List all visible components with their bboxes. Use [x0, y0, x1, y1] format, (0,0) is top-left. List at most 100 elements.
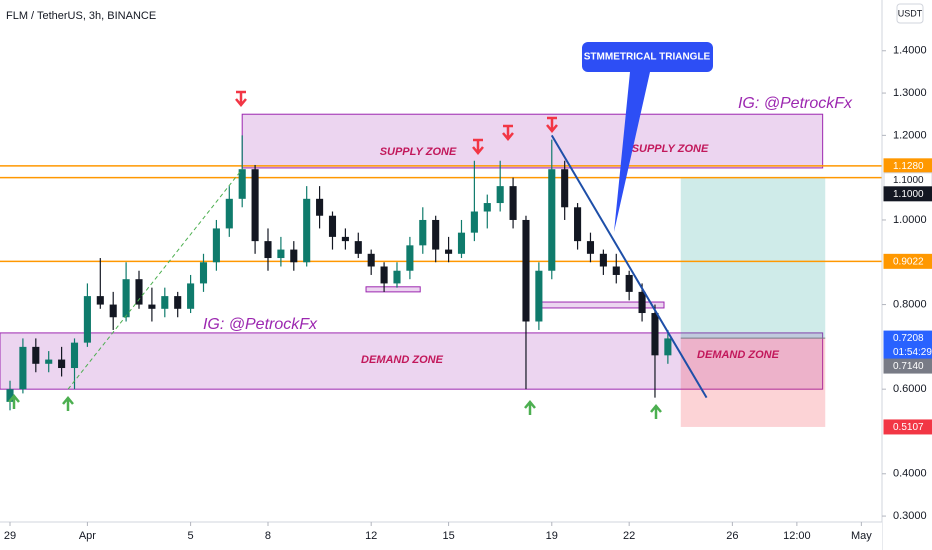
- candle-body: [135, 279, 143, 305]
- candle-body: [199, 262, 208, 284]
- y-tick-label: 0.8000: [893, 298, 927, 310]
- candle-body: [303, 198, 311, 263]
- time-axis-panel: [0, 522, 882, 550]
- y-tick-label: 0.4000: [893, 468, 927, 480]
- candle-body: [651, 313, 659, 356]
- candle-body: [586, 241, 595, 254]
- price-label: 1.1000: [893, 175, 924, 186]
- x-tick-label: May: [851, 530, 872, 542]
- candle-body: [419, 219, 427, 246]
- candle-body: [19, 346, 27, 390]
- price-label: 1.1280: [893, 161, 924, 172]
- candle-body: [277, 249, 285, 259]
- price-axis-panel: [882, 0, 932, 550]
- callout-text: STMMETRICAL TRIANGLE: [584, 52, 711, 63]
- drawings-front: SUPPLY ZONE SUPPLY ZONE IG: @PetrockFx I…: [8, 42, 853, 419]
- up-arrow: [650, 404, 662, 419]
- x-tick-label: 8: [265, 530, 271, 542]
- candle-body: [328, 215, 337, 237]
- x-tick-label: 12:00: [783, 530, 811, 542]
- candle-body: [574, 207, 582, 242]
- candle-body: [212, 228, 220, 263]
- price-label-box: [883, 419, 932, 435]
- candle-body: [109, 304, 117, 318]
- zone-label: SUPPLY ZONE: [380, 146, 457, 158]
- y-tick-label: 1.2000: [893, 129, 927, 141]
- x-tick-label: 15: [442, 530, 454, 542]
- price-label: 0.7140: [893, 361, 924, 372]
- down-arrow: [546, 116, 558, 133]
- candle-body: [561, 169, 569, 208]
- up-arrow: [524, 400, 536, 415]
- currency-button[interactable]: [896, 3, 924, 24]
- price-label: 1.1000: [893, 189, 924, 200]
- price-label: 0.9022: [893, 256, 924, 267]
- y-tick-label: 0.6000: [893, 383, 927, 395]
- candle-body: [483, 203, 491, 212]
- candle-body: [174, 296, 182, 309]
- price-label-box: [883, 253, 932, 269]
- y-tick-label: 1.0000: [893, 214, 927, 226]
- candle-body: [251, 169, 259, 242]
- candle-body: [70, 342, 79, 369]
- trend-line: [67, 168, 243, 390]
- candle-body: [406, 245, 414, 271]
- candle-body: [83, 296, 91, 343]
- zone-label: DEMAND ZONE: [361, 354, 444, 366]
- zone-label: DEMAND ZONE: [697, 349, 780, 361]
- candle-body: [290, 249, 298, 263]
- candle-body: [664, 338, 672, 356]
- target-zone: [680, 177, 826, 339]
- candle-body: [148, 304, 156, 309]
- candle-body: [45, 359, 53, 364]
- callout-pointer: [614, 72, 650, 232]
- candle-body: [58, 359, 66, 369]
- candle-body: [432, 219, 440, 250]
- candle-body: [354, 241, 362, 254]
- candle-body: [612, 266, 620, 275]
- watermark-text: IG: @PetrockFx: [203, 316, 318, 333]
- price-label-box: [883, 358, 932, 374]
- chart-title: FLM / TetherUS, 3h, BINANCE: [6, 10, 156, 22]
- x-tick-label: 12: [365, 530, 377, 542]
- y-tick-label: 0.3000: [893, 510, 927, 522]
- down-arrow: [235, 90, 247, 107]
- candle-body: [367, 253, 375, 267]
- candle-body: [522, 219, 530, 322]
- candle-body: [496, 186, 504, 204]
- candle-body: [161, 296, 169, 309]
- axes: 1.4000 1.3000 1.2000 1.0000 0.8000 0.6000 0.40…: [4, 45, 932, 542]
- candle-body: [509, 186, 517, 220]
- candle-body: [393, 270, 401, 284]
- x-tick-label: 26: [726, 530, 738, 542]
- price-label: 0.5107: [893, 422, 924, 433]
- candle-body: [445, 249, 453, 254]
- candle-body: [96, 296, 104, 305]
- up-arrow: [62, 396, 74, 411]
- candle-body: [380, 266, 388, 284]
- x-tick-label: Apr: [79, 530, 96, 542]
- countdown-label: 01:54:29: [893, 347, 932, 358]
- candle-body: [341, 236, 349, 242]
- candle-body: [264, 241, 272, 259]
- down-arrow: [502, 124, 514, 141]
- candle-body: [187, 283, 195, 309]
- watermark-text: IG: @PetrockFx: [738, 95, 853, 112]
- down-arrow: [472, 138, 484, 155]
- currency-label[interactable]: USDT: [898, 8, 923, 18]
- x-tick-label: 22: [623, 530, 635, 542]
- candle-body: [32, 346, 40, 364]
- y-tick-label: 1.4000: [893, 45, 927, 57]
- candle-body: [457, 232, 466, 254]
- candle-body: [316, 198, 324, 216]
- stop-zone: [680, 338, 826, 427]
- candle-body: [638, 291, 646, 314]
- candle-body: [6, 389, 14, 402]
- trend-line: [550, 134, 708, 399]
- price-label-box: [883, 186, 932, 202]
- candle-body: [599, 253, 607, 267]
- up-arrow: [8, 394, 20, 409]
- x-tick-label: 29: [4, 530, 16, 542]
